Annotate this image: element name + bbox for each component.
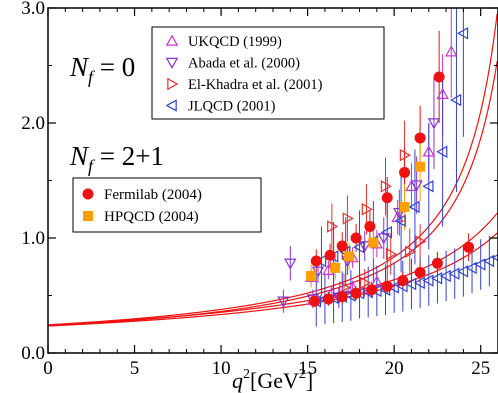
fit-curve-2 — [48, 61, 498, 327]
data-point — [431, 257, 443, 269]
data-point — [456, 27, 469, 40]
legend-label: HPQCD (2004) — [104, 209, 199, 225]
data-point — [450, 93, 462, 107]
x-tick-label: 15 — [298, 358, 317, 379]
data-point — [463, 241, 475, 253]
legend-marker — [165, 34, 179, 46]
data-point — [397, 275, 409, 287]
data-point — [422, 180, 434, 193]
data-point — [414, 267, 426, 278]
data-point — [474, 258, 486, 271]
data-point — [404, 245, 417, 259]
data-point — [353, 240, 365, 254]
y-tick-label: 2.0 — [21, 113, 45, 134]
data-point — [310, 255, 322, 267]
data-point — [436, 87, 449, 100]
data-point — [394, 214, 406, 227]
data-point — [364, 221, 376, 232]
data-point — [380, 180, 392, 193]
x-tick-label: 10 — [212, 358, 231, 379]
data-point — [309, 295, 321, 307]
y-tick-label: 1.0 — [21, 228, 45, 249]
legend-label: UKQCD (1999) — [188, 34, 282, 50]
x-tick-label: 0 — [43, 358, 53, 379]
data-points — [277, 27, 498, 308]
data-point — [465, 261, 477, 275]
data-point — [380, 226, 392, 239]
x-tick-label: 5 — [130, 358, 140, 379]
legend-label: Abada et al. (2000) — [188, 56, 300, 72]
legend-marker — [83, 211, 93, 221]
nf21-label: Nf = 2+1 — [69, 141, 164, 176]
data-point — [306, 270, 317, 281]
data-point — [327, 220, 339, 233]
data-point — [422, 145, 435, 157]
legend-marker — [167, 77, 179, 91]
data-point — [399, 148, 411, 162]
data-point — [322, 293, 334, 305]
data-point — [350, 232, 362, 244]
data-point — [385, 247, 398, 261]
data-point — [350, 287, 362, 299]
data-point — [284, 258, 297, 270]
legend-label: JLQCD (2001) — [188, 99, 276, 115]
data-point — [344, 251, 355, 262]
data-point — [330, 262, 341, 273]
legend-marker — [165, 99, 177, 112]
data-point — [370, 275, 384, 287]
legend-bottom-box — [72, 177, 262, 233]
data-point — [414, 132, 426, 144]
x-tick-label: 25 — [471, 358, 490, 379]
data-point — [439, 269, 451, 283]
data-point — [324, 249, 336, 261]
legend-label: Fermilab (2004) — [104, 187, 202, 203]
data-point — [358, 241, 371, 253]
data-point — [433, 71, 445, 83]
data-point — [415, 161, 426, 172]
data-point — [482, 254, 495, 268]
data-point — [381, 192, 393, 204]
data-point — [410, 180, 423, 192]
legend-label: El-Khadra et al. (2001) — [188, 77, 323, 93]
data-point — [342, 212, 354, 225]
data-point — [399, 166, 411, 178]
fit-curves — [48, 13, 498, 327]
data-point — [368, 237, 379, 248]
data-point — [336, 240, 348, 252]
data-point — [408, 200, 420, 214]
y-tick-label: 0.0 — [21, 343, 45, 364]
legend-marker — [82, 188, 94, 200]
data-point — [405, 277, 417, 291]
data-point — [381, 280, 393, 292]
legend-top-box — [151, 26, 385, 120]
data-point — [366, 284, 378, 296]
data-point — [393, 207, 406, 220]
legend-top: UKQCD (1999) Abada et al. (2000) El-Khadra… — [151, 26, 385, 120]
data-point — [415, 235, 427, 248]
data-point — [277, 296, 290, 308]
data-point — [430, 272, 443, 285]
data-point — [427, 118, 441, 130]
data-point — [336, 291, 348, 303]
legend-bottom: Fermilab (2004) HPQCD (2004) — [72, 177, 262, 233]
data-point — [399, 201, 410, 212]
data-point — [448, 267, 460, 280]
fit-curve-1 — [48, 13, 498, 326]
axis-ticks: 0 5 10 15 20 25 0.0 1.0 2.0 3.0 — [21, 0, 498, 379]
y-tick-label: 3.0 — [21, 0, 45, 19]
data-point — [445, 45, 458, 57]
data-point — [387, 281, 399, 294]
data-point — [359, 276, 372, 290]
data-point — [456, 265, 469, 278]
x-tick-label: 20 — [385, 358, 404, 379]
nf0-label: Nf = 0 — [69, 52, 135, 87]
data-point — [361, 203, 373, 216]
data-point — [339, 281, 351, 294]
data-point — [413, 276, 425, 290]
x-axis-label: q2[GeV2] — [232, 367, 313, 393]
legend-marker — [165, 57, 179, 69]
data-point — [436, 145, 448, 158]
data-point — [422, 274, 434, 287]
